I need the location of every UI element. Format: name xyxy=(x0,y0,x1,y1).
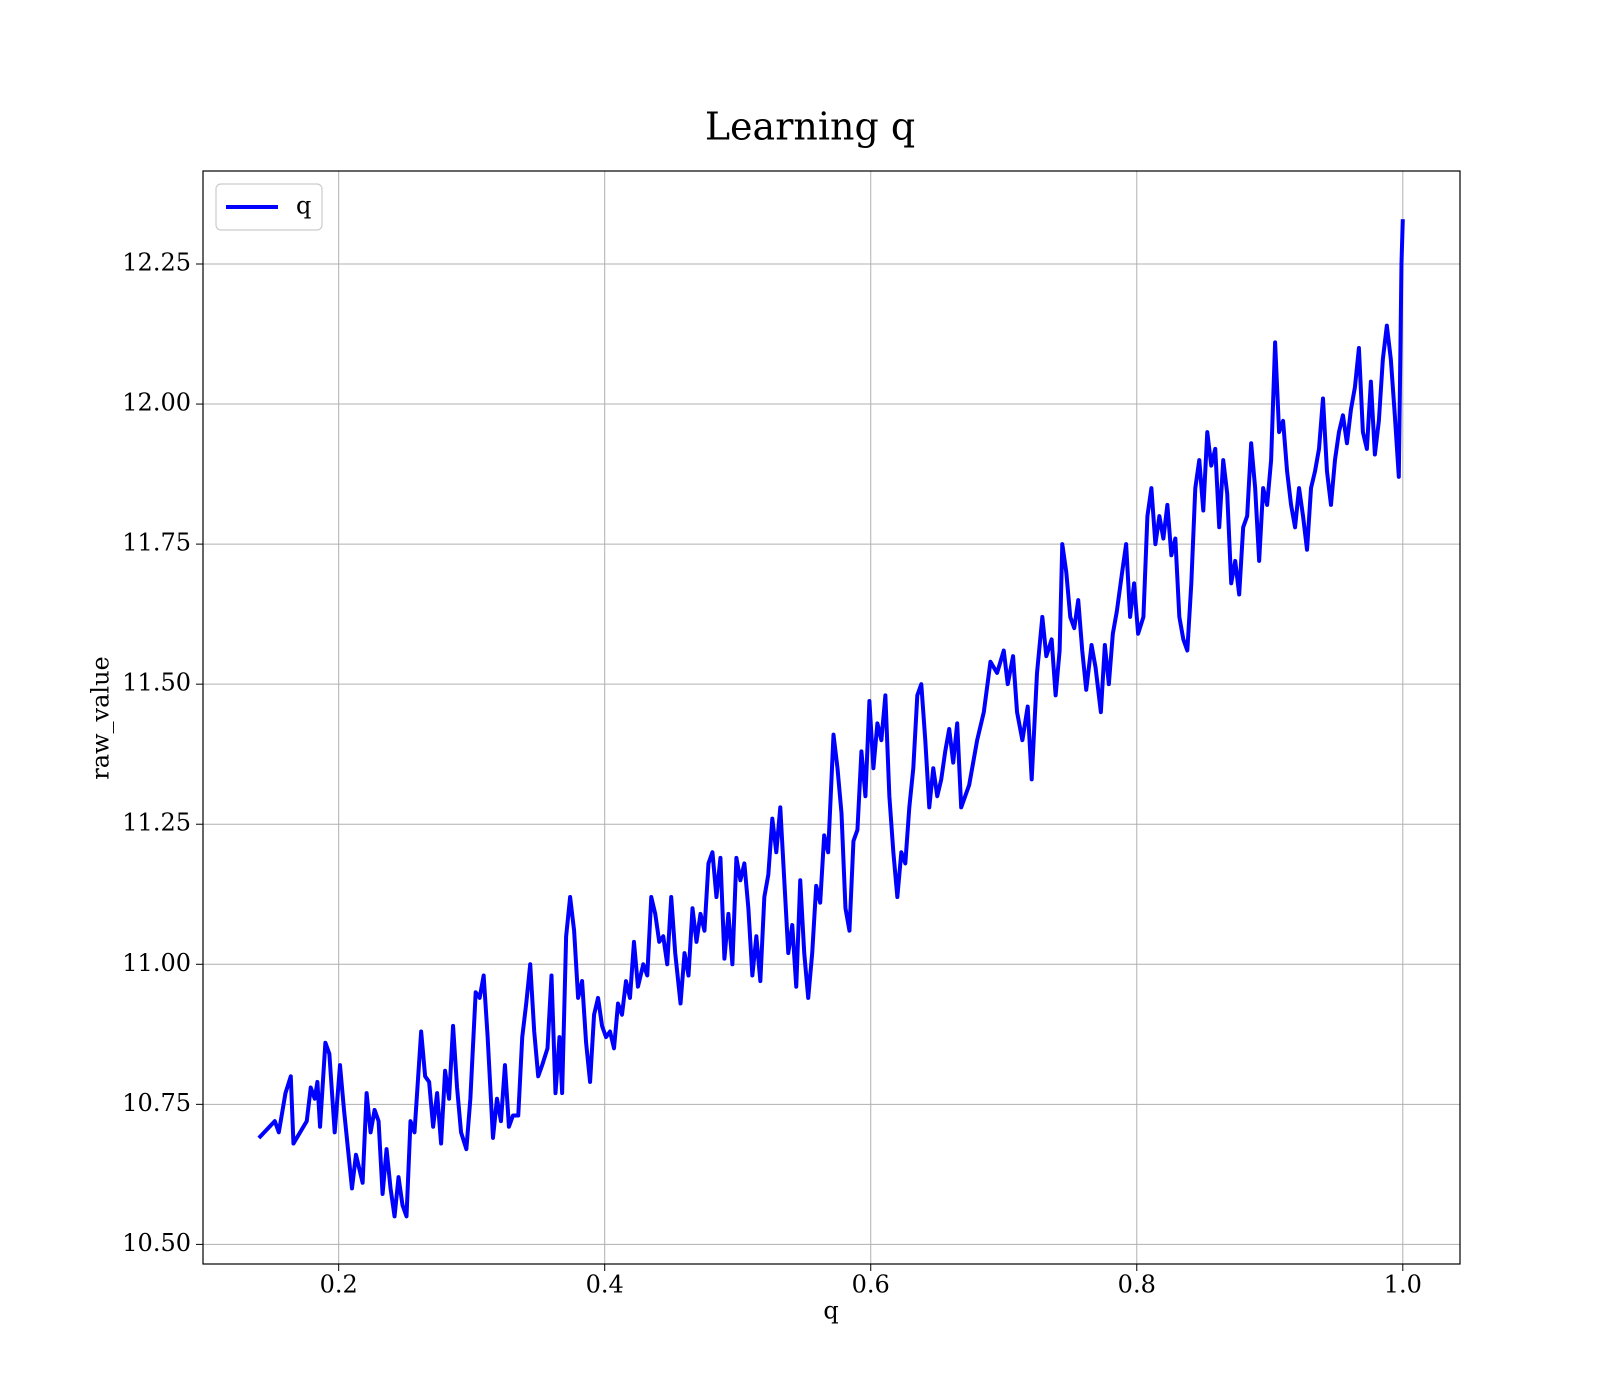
x-axis-label: q xyxy=(823,1297,838,1325)
y-axis-label: raw_value xyxy=(87,656,115,780)
y-tick-label: 11.75 xyxy=(122,529,191,557)
plot-frame xyxy=(202,170,1461,1265)
chart-title: Learning q xyxy=(705,105,915,149)
y-tick-label: 10.50 xyxy=(122,1229,191,1257)
y-tick-label: 11.25 xyxy=(122,809,191,837)
y-tick-label: 12.25 xyxy=(122,248,191,276)
x-tick-label: 0.2 xyxy=(320,1271,358,1299)
y-tick-label: 12.00 xyxy=(122,389,191,417)
x-tick-label: 0.6 xyxy=(852,1271,890,1299)
x-tick-label: 1.0 xyxy=(1384,1271,1422,1299)
x-tick-label: 0.4 xyxy=(586,1271,624,1299)
y-tick-label: 11.50 xyxy=(122,669,191,697)
x-tick-label: 0.8 xyxy=(1118,1271,1156,1299)
y-tick-label: 10.75 xyxy=(122,1089,191,1117)
data-line xyxy=(257,219,1405,1219)
legend-label: q xyxy=(296,192,311,220)
y-tick-label: 11.00 xyxy=(122,949,191,977)
